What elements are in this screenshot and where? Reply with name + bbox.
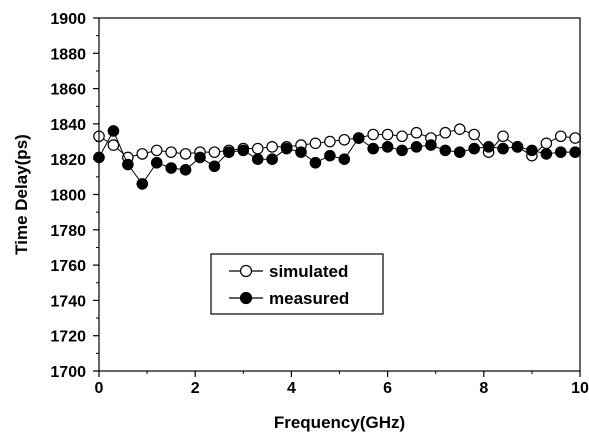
simulated-point [179, 148, 192, 160]
x-tick-label: 10 [571, 380, 589, 397]
simulated-point [554, 130, 567, 143]
y-tick-label: 1900 [50, 11, 86, 28]
y-tick-label: 1880 [50, 46, 86, 63]
x-tick-label: 2 [191, 380, 200, 397]
simulated-point [251, 142, 264, 155]
measured-point [338, 153, 351, 165]
measured-point [410, 141, 423, 153]
simulated-point [468, 128, 480, 141]
simulated-point [497, 130, 509, 143]
y-tick-label: 1860 [50, 82, 86, 99]
y-tick-label: 1760 [50, 258, 86, 275]
simulated-point [367, 128, 379, 141]
simulated-point [540, 137, 553, 150]
simulated-point [324, 135, 336, 148]
measured-point [396, 144, 408, 157]
measured-point [194, 151, 206, 164]
x-axis-label: Frequency(GHz) [274, 413, 405, 432]
measured-point [425, 139, 437, 151]
measured-point [511, 141, 524, 153]
simulated-point [396, 130, 408, 143]
x-tick-label: 8 [479, 380, 488, 397]
measured-point [150, 156, 163, 169]
y-tick-label: 1740 [50, 293, 86, 310]
simulated-point [136, 148, 149, 160]
simulated-point [309, 137, 322, 150]
measured-point [482, 141, 495, 153]
simulated-point [208, 146, 221, 158]
measured-point [107, 125, 120, 137]
measured-point [540, 148, 553, 160]
legend-label: measured [269, 289, 349, 308]
measured-point [136, 178, 149, 190]
simulated-point [150, 144, 163, 157]
measured-point [266, 153, 278, 165]
series-simulated [93, 123, 581, 164]
measured-point [352, 132, 365, 144]
legend-marker [239, 264, 253, 278]
legend-item-simulated: simulated [229, 262, 348, 281]
plot-area [93, 123, 581, 190]
x-tick-label: 6 [383, 380, 392, 397]
plot-frame [98, 17, 581, 372]
measured-point [554, 146, 567, 158]
legend-label: simulated [269, 262, 348, 281]
measured-point [165, 162, 177, 174]
x-tick-label: 0 [95, 380, 104, 397]
measured-point [367, 142, 379, 155]
simulated-point [439, 126, 452, 139]
legend-box [210, 253, 384, 315]
simulated-point [569, 132, 581, 144]
legend: simulated measured [210, 253, 384, 315]
measured-point [280, 142, 293, 155]
measured-point [324, 149, 336, 162]
measured-line [98, 129, 576, 185]
simulated-line [98, 128, 576, 158]
y-axis-label: Time Delay(ps) [12, 134, 31, 255]
x-tick-label: 4 [287, 380, 296, 397]
measured-point [179, 163, 192, 176]
measured-point [526, 144, 538, 157]
simulated-point [410, 126, 423, 139]
y-tick-label: 1720 [50, 329, 86, 346]
series-measured [93, 125, 581, 190]
y-tick-label: 1820 [50, 152, 86, 169]
measured-point [122, 158, 134, 171]
simulated-point [107, 139, 120, 151]
simulated-point [453, 123, 466, 135]
y-tick-label: 1840 [50, 117, 86, 134]
measured-point [223, 146, 235, 158]
measured-point [237, 144, 250, 157]
y-tick-label: 1780 [50, 223, 86, 240]
simulated-point [381, 128, 394, 141]
measured-point [381, 141, 394, 153]
measured-point [208, 160, 221, 173]
simulated-point [338, 133, 351, 146]
measured-point [468, 142, 480, 155]
y-tick-label: 1700 [50, 364, 86, 381]
measured-point [309, 156, 322, 169]
measured-point [569, 146, 581, 158]
y-tick-label: 1800 [50, 188, 86, 205]
measured-point [295, 146, 307, 158]
legend-item-measured: measured [229, 289, 349, 308]
measured-point [453, 146, 466, 158]
simulated-point [165, 146, 177, 158]
measured-point [251, 153, 264, 165]
axes: 1700 1720 1740 1760 1780 1800 1820 1840 1860 1880… [50, 11, 589, 397]
measured-point [439, 144, 452, 157]
legend-marker [239, 291, 253, 305]
measured-point [497, 142, 509, 155]
simulated-point [266, 141, 278, 153]
